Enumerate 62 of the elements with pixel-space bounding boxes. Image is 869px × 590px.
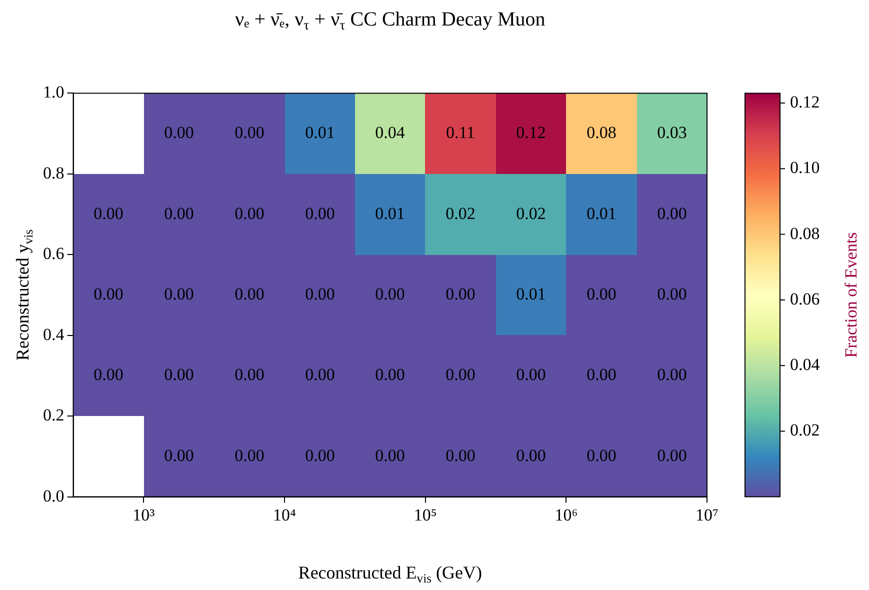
- data-label: 0.00: [234, 204, 264, 223]
- data-label: 0.00: [94, 204, 124, 223]
- data-label: 0.00: [446, 284, 476, 304]
- color-bar-title: Fraction of Events: [841, 232, 860, 358]
- data-label: 0.00: [375, 446, 405, 465]
- data-label: 0.00: [586, 284, 616, 304]
- y-tick-label: 0.6: [43, 244, 64, 264]
- y-tick-label: 1.0: [43, 82, 64, 102]
- color-bar-label: 0.10: [790, 158, 820, 178]
- data-label: 0.00: [657, 446, 687, 465]
- data-label: 0.01: [305, 122, 335, 142]
- data-label: 0.02: [516, 204, 546, 223]
- data-label: 0.08: [586, 122, 616, 142]
- y-tick-label: 0.2: [43, 406, 64, 425]
- data-label: 0.00: [94, 364, 124, 384]
- data-label: 0.01: [375, 204, 405, 223]
- data-label: 0.01: [586, 204, 616, 223]
- data-label: 0.00: [375, 364, 405, 384]
- data-label: 0.00: [586, 364, 616, 384]
- data-label: 0.00: [305, 446, 335, 465]
- color-bar-label: 0.06: [790, 289, 820, 308]
- x-tick-label: 10⁴: [273, 505, 296, 524]
- data-label: 0.00: [446, 364, 476, 384]
- color-bar-label: 0.08: [790, 224, 820, 243]
- data-label: 0.00: [164, 284, 194, 304]
- data-label: 0.00: [446, 446, 476, 465]
- data-label: 0.00: [305, 204, 335, 223]
- data-label: 0.00: [164, 446, 194, 465]
- color-bar-label: 0.04: [790, 355, 820, 374]
- data-label: 0.00: [657, 284, 687, 304]
- x-tick-label: 10⁷: [696, 505, 719, 524]
- data-label: 0.11: [446, 122, 476, 142]
- data-label: 0.00: [375, 284, 405, 304]
- data-label: 0.00: [305, 364, 335, 384]
- data-label: 0.00: [94, 284, 124, 304]
- color-bar-label: 0.12: [790, 92, 820, 112]
- data-label: 0.04: [375, 122, 406, 142]
- data-label: 0.00: [164, 204, 194, 223]
- y-tick-label: 0.0: [43, 486, 64, 506]
- x-tick-label: 10³: [132, 505, 155, 524]
- data-label: 0.00: [657, 204, 687, 223]
- x-tick-label: 10⁶: [554, 505, 578, 524]
- x-tick-label: 10⁵: [414, 505, 437, 524]
- data-label: 0.00: [516, 364, 546, 384]
- y-axis-title: Reconstructed yvis: [12, 229, 36, 361]
- data-label: 0.00: [586, 446, 616, 465]
- data-label: 0.12: [516, 122, 546, 142]
- data-label: 0.00: [305, 284, 335, 304]
- y-tick-label: 0.4: [43, 324, 65, 344]
- data-label: 0.00: [234, 364, 264, 384]
- data-label: 0.00: [164, 364, 194, 384]
- data-label: 0.03: [657, 122, 687, 142]
- data-label: 0.02: [446, 204, 476, 223]
- data-label: 0.00: [234, 284, 264, 304]
- data-label: 0.00: [234, 446, 264, 465]
- data-label: 0.00: [164, 122, 194, 142]
- data-label: 0.00: [234, 122, 264, 142]
- color-bar-label: 0.02: [790, 420, 820, 440]
- data-label: 0.00: [516, 446, 546, 465]
- data-label: 0.00: [657, 364, 687, 384]
- y-tick-label: 0.8: [43, 163, 64, 182]
- data-label: 0.01: [516, 284, 546, 304]
